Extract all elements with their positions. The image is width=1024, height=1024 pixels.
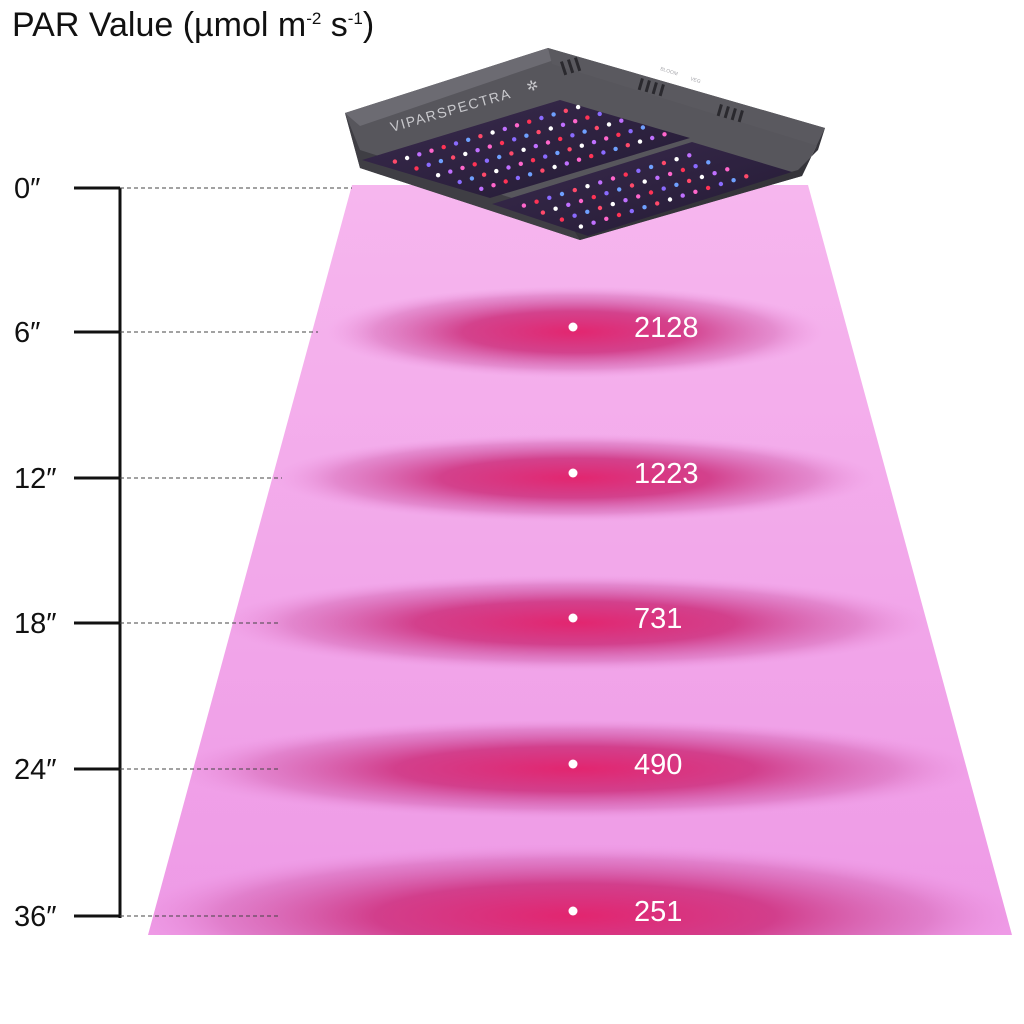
brand-logo-icon: ✲ — [524, 76, 541, 95]
height-label: 0″ — [14, 173, 40, 205]
intensity-glow — [220, 575, 930, 671]
intensity-glow — [275, 434, 875, 522]
height-label: 6″ — [14, 317, 40, 349]
height-label: 18″ — [14, 608, 57, 640]
led-panel-right — [492, 142, 792, 236]
glow-rings — [148, 286, 1012, 935]
height-label: 36″ — [14, 901, 57, 933]
grow-light-fixture: VIPARSPECTRA ✲ BLOOM VEG — [345, 48, 825, 240]
par-value-label: 2128 — [634, 312, 699, 344]
par-value-label: 490 — [634, 749, 682, 781]
measurement-point — [568, 906, 578, 916]
measurement-point — [568, 468, 578, 478]
intensity-glow — [175, 719, 975, 819]
intensity-glow — [148, 844, 1012, 935]
led-array — [392, 104, 749, 229]
bloom-switch-label: BLOOM — [659, 66, 678, 77]
height-label: 12″ — [14, 463, 57, 495]
vent-slots — [560, 57, 744, 123]
par-value-label: 1223 — [634, 458, 699, 490]
height-scale: 0″ 6″ 12″ 18″ 24″ 36″ — [14, 173, 352, 933]
par-value-label: 731 — [634, 603, 682, 635]
intensity-glow — [325, 286, 825, 378]
measurement-point — [568, 613, 578, 623]
veg-switch-label: VEG — [689, 76, 701, 85]
par-value-label: 251 — [634, 896, 682, 928]
measurement-point — [568, 759, 578, 769]
chart-title: PAR Value (µmol m-2 s-1) — [12, 6, 374, 44]
height-label: 24″ — [14, 754, 57, 786]
par-values: 2128 1223 731 490 251 — [568, 312, 699, 928]
measurement-point — [568, 322, 578, 332]
